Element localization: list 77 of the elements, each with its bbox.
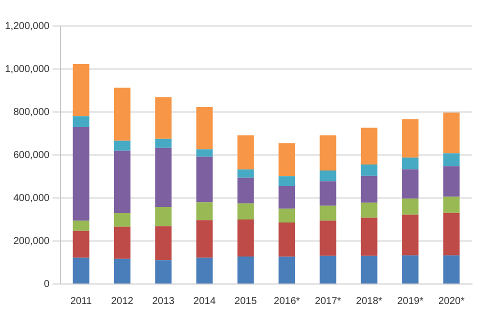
y-tick-label: 400,000 bbox=[13, 192, 50, 204]
bar bbox=[196, 149, 213, 157]
bar bbox=[320, 206, 336, 221]
y-tick-label: 600,000 bbox=[13, 150, 50, 161]
bar bbox=[196, 258, 213, 284]
bar bbox=[155, 148, 172, 208]
bar bbox=[278, 143, 296, 176]
bar bbox=[72, 230, 90, 258]
x-tick-label: 2014 bbox=[193, 296, 216, 307]
bar bbox=[278, 222, 296, 257]
bar bbox=[196, 107, 213, 150]
bar bbox=[155, 226, 172, 260]
bar bbox=[402, 214, 419, 256]
bar bbox=[360, 202, 378, 218]
x-tick-label: 2012 bbox=[111, 296, 134, 307]
bar bbox=[196, 220, 213, 258]
bar bbox=[402, 255, 419, 284]
bar bbox=[72, 116, 90, 128]
bar bbox=[155, 260, 172, 284]
bar bbox=[155, 138, 172, 148]
bar bbox=[237, 169, 254, 178]
x-tick-label: 2017* bbox=[314, 296, 342, 307]
x-tick-label: 2020* bbox=[438, 296, 465, 307]
y-tick-label: 1,000,000 bbox=[4, 64, 50, 75]
x-tick-label: 2013 bbox=[152, 296, 175, 307]
x-tick-label: 2015 bbox=[234, 296, 258, 307]
bar bbox=[320, 220, 336, 256]
bar bbox=[278, 186, 296, 209]
bar bbox=[360, 256, 378, 284]
bar bbox=[114, 150, 130, 214]
bar bbox=[72, 127, 90, 221]
bar bbox=[443, 255, 460, 284]
bar bbox=[443, 196, 460, 213]
bar bbox=[72, 258, 90, 284]
y-tick-label: 200,000 bbox=[13, 236, 50, 247]
bar bbox=[237, 256, 254, 284]
bar bbox=[360, 128, 378, 164]
bar bbox=[402, 119, 419, 158]
bar bbox=[237, 203, 254, 220]
bar bbox=[320, 256, 336, 284]
bar bbox=[114, 226, 130, 259]
bar bbox=[114, 88, 130, 141]
y-tick-label: 800,000 bbox=[13, 106, 50, 118]
y-tick-label: 1,200,000 bbox=[4, 20, 50, 32]
bar bbox=[402, 169, 419, 199]
bar bbox=[320, 181, 336, 206]
x-tick-label: 2019* bbox=[397, 296, 424, 307]
bar bbox=[443, 112, 460, 154]
bar bbox=[237, 135, 254, 170]
bar bbox=[155, 207, 172, 226]
bar bbox=[114, 213, 130, 227]
bar bbox=[360, 164, 378, 176]
bar bbox=[443, 212, 460, 256]
bar bbox=[320, 170, 336, 182]
bar bbox=[72, 220, 90, 231]
bar bbox=[114, 140, 130, 151]
bar bbox=[72, 64, 90, 116]
bar bbox=[278, 256, 296, 284]
bar bbox=[443, 166, 460, 197]
x-tick-label: 2018* bbox=[356, 296, 382, 307]
x-tick-label: 2011 bbox=[70, 296, 92, 307]
bar bbox=[402, 198, 419, 215]
bar bbox=[278, 208, 296, 223]
bar bbox=[196, 156, 213, 202]
y-tick-label: 0 bbox=[44, 278, 50, 290]
bar bbox=[360, 218, 378, 256]
x-tick-label: 2016* bbox=[274, 296, 300, 307]
bar bbox=[360, 176, 378, 203]
bar bbox=[114, 258, 130, 284]
bar bbox=[237, 220, 254, 256]
bar bbox=[278, 176, 296, 186]
bar bbox=[155, 97, 172, 139]
bar bbox=[237, 178, 254, 204]
bar bbox=[402, 158, 419, 170]
bar bbox=[196, 202, 213, 220]
bar bbox=[443, 153, 460, 166]
bar bbox=[320, 135, 336, 170]
